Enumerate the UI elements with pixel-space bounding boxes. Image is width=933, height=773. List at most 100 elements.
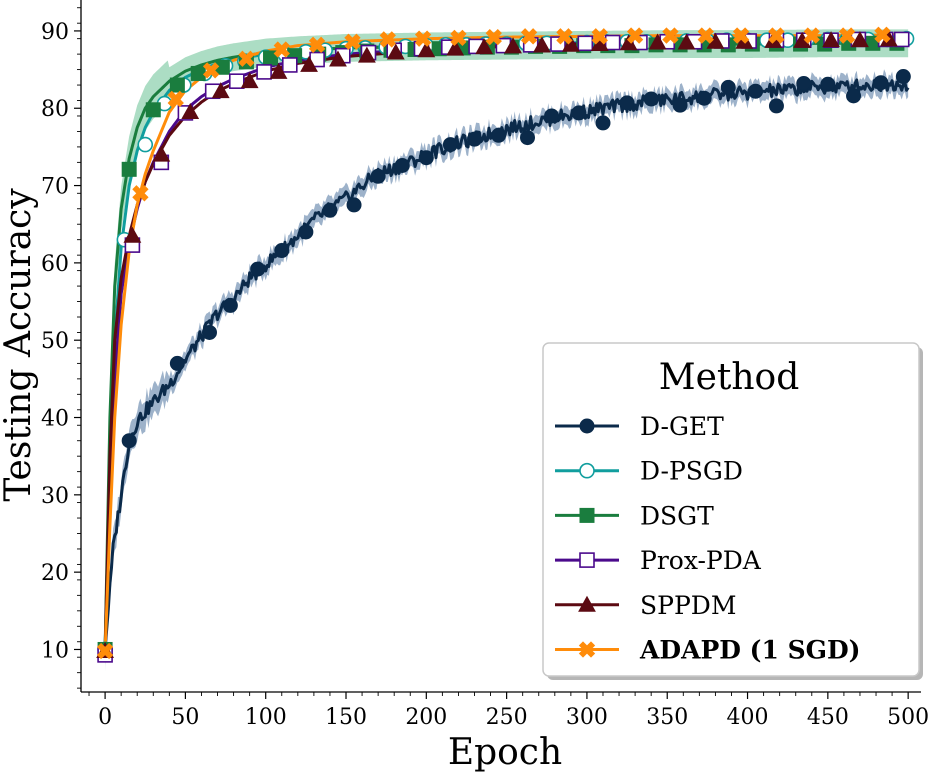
x-tick-label: 450 xyxy=(807,705,849,730)
sppdm-marker xyxy=(181,103,200,120)
legend-marker xyxy=(579,462,595,479)
adapd-1-sgd-marker xyxy=(344,33,361,50)
d-get-band xyxy=(105,69,909,665)
prox-pda-marker xyxy=(256,64,272,80)
d-get-marker xyxy=(720,79,736,95)
x-tick-label: 350 xyxy=(646,705,688,730)
prox-pda-marker xyxy=(893,31,910,48)
adapd-1-sgd-marker xyxy=(732,27,750,44)
legend-item-prox-pda: Prox-PDA xyxy=(555,546,762,575)
sppdm-marker xyxy=(533,36,551,53)
d-get-marker xyxy=(250,261,266,277)
x-tick-label: 200 xyxy=(405,705,447,730)
legend-items: D-GET D-PSGD DSGT Prox-PDA SPPDM ADAPD (1 SGD… xyxy=(555,412,861,665)
legend-box xyxy=(542,342,920,677)
adapd-1-sgd-marker xyxy=(556,28,573,45)
d-get-marker xyxy=(346,197,362,213)
prox-pda-marker xyxy=(281,57,298,73)
x-tick-label: 50 xyxy=(171,705,199,730)
sppdm-marker xyxy=(446,39,465,56)
legend-label: SPPDM xyxy=(640,591,736,620)
adapd-1-sgd-marker xyxy=(662,27,679,44)
d-get-marker xyxy=(696,90,712,106)
y-tick-label: 20 xyxy=(41,561,69,586)
prox-pda-marker xyxy=(604,34,621,51)
series-markers xyxy=(96,26,915,663)
confidence-bands xyxy=(105,29,909,672)
adapd-1-sgd-marker xyxy=(803,27,820,44)
adapd-1-sgd-marker xyxy=(238,50,255,67)
d-get-marker xyxy=(796,76,812,92)
sppdm-marker xyxy=(648,33,667,50)
y-tick-label: 10 xyxy=(41,638,69,663)
legend-label: DSGT xyxy=(640,501,714,530)
sppdm-marker xyxy=(475,38,494,55)
y-tick-label: 50 xyxy=(41,329,69,354)
legend-item-sppdm: SPPDM xyxy=(555,591,736,620)
d-get-marker xyxy=(169,355,185,371)
x-tick-label: 250 xyxy=(486,705,528,730)
d-get-marker xyxy=(873,75,889,91)
legend-marker xyxy=(579,507,595,523)
y-tick-label: 30 xyxy=(41,484,69,509)
sppdm-marker xyxy=(152,145,171,162)
d-get-marker xyxy=(520,130,536,146)
legend-item-d-get: D-GET xyxy=(555,412,724,441)
legend-marker xyxy=(578,595,596,612)
d-get-marker xyxy=(274,243,290,259)
sppdm-marker xyxy=(851,31,869,48)
adapd-1-sgd-marker xyxy=(520,28,538,45)
sppdm-marker xyxy=(386,43,405,60)
y-tick-label: 60 xyxy=(41,252,69,277)
d-get-marker xyxy=(571,105,587,121)
adapd-1-sgd-marker xyxy=(450,29,467,47)
dsgt-marker xyxy=(190,65,206,81)
legend-marker xyxy=(578,641,596,658)
x-tick-label: 100 xyxy=(245,705,287,730)
d-get-marker xyxy=(222,297,238,313)
legend-item-adapd-1-sgd: ADAPD (1 SGD) xyxy=(555,636,861,665)
d-get-marker xyxy=(466,131,482,147)
sppdm-marker xyxy=(417,41,436,58)
y-tick-label: 40 xyxy=(41,407,69,432)
adapd-1-sgd-marker xyxy=(414,30,432,47)
sppdm-marker xyxy=(269,62,288,79)
d-get-marker xyxy=(394,157,410,173)
sppdm-marker xyxy=(357,46,376,63)
legend-item-d-psgd: D-PSGD xyxy=(555,457,743,486)
adapd-1-sgd-marker xyxy=(874,26,891,43)
sppdm-marker xyxy=(211,82,230,99)
sppdm-marker xyxy=(822,31,840,48)
d-get-marker xyxy=(846,88,862,104)
d-get-marker xyxy=(820,76,836,92)
d-get-marker xyxy=(895,69,911,85)
adapd-1-sgd-marker xyxy=(308,36,326,54)
legend-label: D-PSGD xyxy=(640,457,743,486)
legend-label: D-GET xyxy=(640,412,724,441)
d-get-marker xyxy=(672,97,688,113)
d-psgd-marker xyxy=(137,136,154,153)
x-tick-label: 0 xyxy=(98,705,112,730)
adapd-1-sgd-marker xyxy=(485,28,502,46)
y-tick-label: 90 xyxy=(41,20,69,45)
y-tick-label: 70 xyxy=(41,175,69,200)
legend-marker xyxy=(579,418,595,434)
dsgt-marker xyxy=(145,102,161,118)
legend-label: ADAPD (1 SGD) xyxy=(639,636,861,665)
adapd-1-sgd-marker xyxy=(202,62,220,79)
legend-item-dsgt: DSGT xyxy=(555,501,714,530)
d-get-marker xyxy=(322,202,338,218)
sppdm-marker xyxy=(329,50,347,67)
prox-pda-marker xyxy=(577,35,594,52)
adapd-1-sgd-marker xyxy=(768,27,785,44)
d-get-marker xyxy=(619,95,635,111)
d-get-marker xyxy=(370,168,386,184)
legend: Method D-GET D-PSGD DSGT Prox-PDA SPPDM ADAPD… xyxy=(542,342,923,680)
legend-label: Prox-PDA xyxy=(640,546,762,575)
adapd-1-sgd-marker xyxy=(273,41,290,58)
adapd-1-sgd-marker xyxy=(132,185,149,202)
sppdm-marker xyxy=(300,55,318,72)
dsgt-marker xyxy=(169,77,185,93)
legend-title: Method xyxy=(659,357,800,398)
sppdm-marker xyxy=(240,72,259,89)
